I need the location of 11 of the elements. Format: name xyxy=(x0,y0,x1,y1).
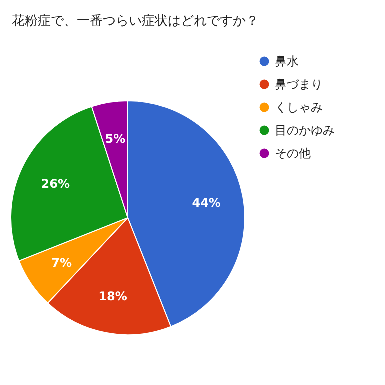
data-label: 7% xyxy=(52,256,72,270)
chart-title: 花粉症で、一番つらい症状はどれですか？ xyxy=(12,14,259,29)
data-label: 26% xyxy=(41,176,70,191)
legend-label: 目のかゆみ xyxy=(275,124,335,138)
data-label: 18% xyxy=(98,290,128,304)
legend-label: 鼻づまり xyxy=(275,78,323,92)
legend-label: その他 xyxy=(275,146,311,160)
data-label: 5% xyxy=(105,132,126,146)
data-label: 44% xyxy=(192,196,221,210)
legend-label: 鼻水 xyxy=(275,54,299,68)
legend-label: くしゃみ xyxy=(275,100,323,114)
